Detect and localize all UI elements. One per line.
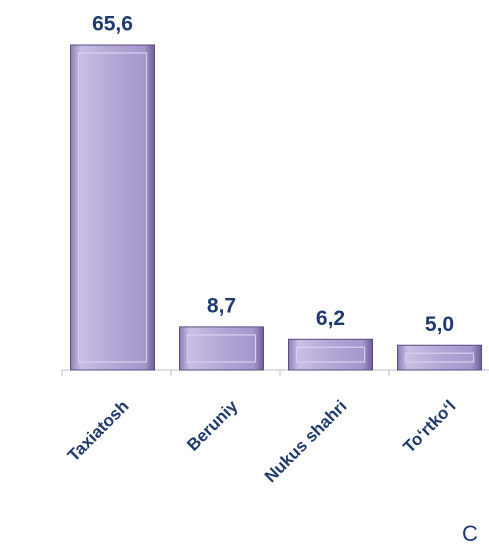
value-label: 6,2 <box>316 307 345 330</box>
bar <box>397 344 482 371</box>
bar-bevel <box>77 52 148 363</box>
x-tick-label: Beruniy <box>183 396 242 455</box>
bar <box>70 44 155 371</box>
bar <box>179 326 264 371</box>
value-label: 5,0 <box>425 313 454 336</box>
x-tick-label: To‘rtko‘l <box>400 397 460 457</box>
bar-bevel <box>295 346 366 363</box>
value-label: 65,6 <box>92 13 133 36</box>
bar <box>288 338 373 371</box>
bar-bevel <box>186 334 257 363</box>
x-tick-label: Taxiatosh <box>64 397 133 466</box>
x-tick-label: Nukus shahri <box>261 397 351 487</box>
annotation: C <box>462 521 478 545</box>
value-label: 8,7 <box>207 294 236 317</box>
bar-bevel <box>404 352 475 363</box>
